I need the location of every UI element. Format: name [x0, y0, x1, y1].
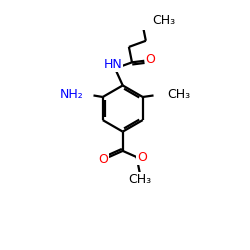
- Text: O: O: [137, 151, 147, 164]
- Text: CH₃: CH₃: [168, 88, 190, 101]
- Text: NH₂: NH₂: [60, 88, 84, 101]
- Text: CH₃: CH₃: [152, 14, 175, 27]
- Text: CH₃: CH₃: [128, 173, 151, 186]
- Text: O: O: [146, 53, 156, 66]
- Text: O: O: [98, 153, 108, 166]
- Text: HN: HN: [103, 58, 122, 71]
